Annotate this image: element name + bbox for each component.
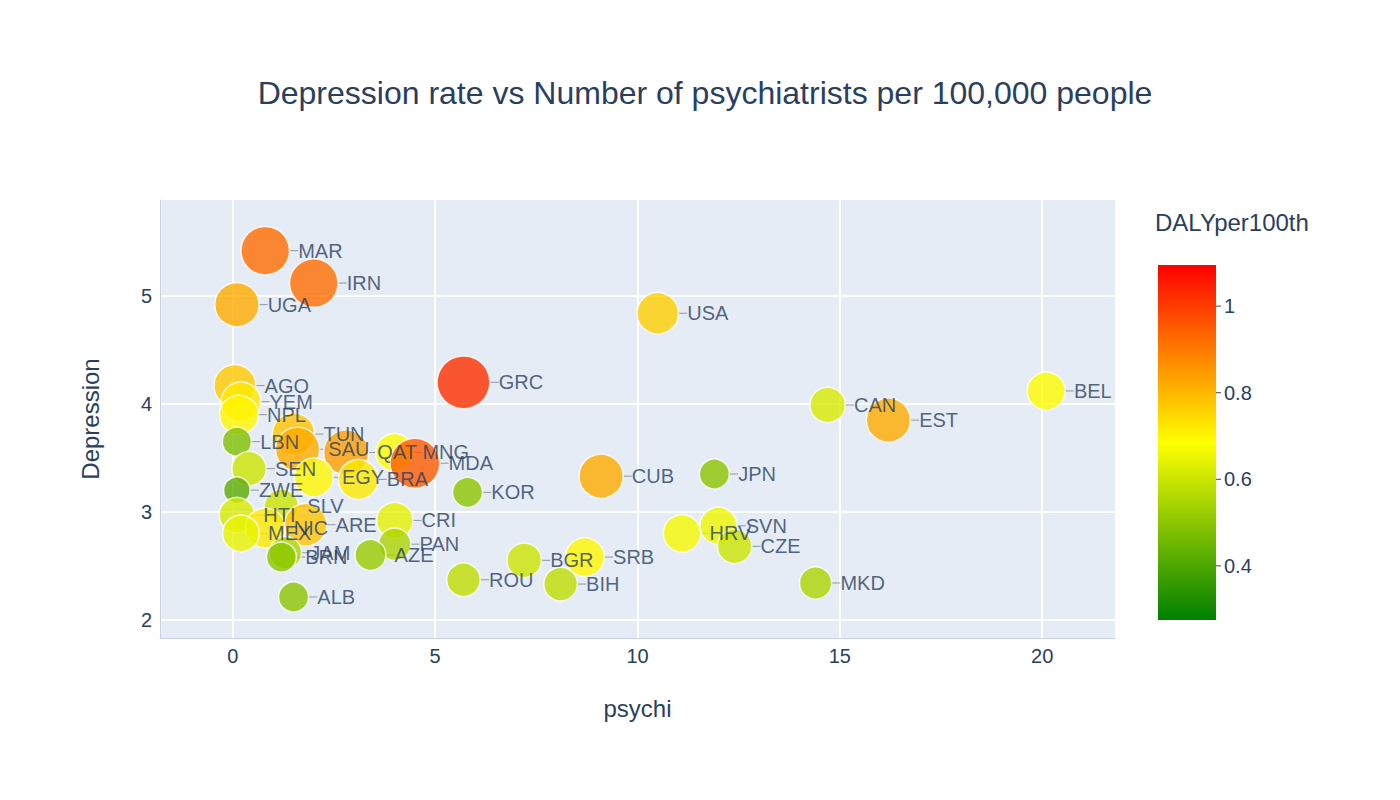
svg-text:JPN: JPN: [738, 463, 776, 485]
svg-text:BEL: BEL: [1074, 380, 1112, 402]
svg-text:KOR: KOR: [491, 481, 534, 503]
svg-text:LBN: LBN: [260, 431, 299, 453]
svg-text:SEN: SEN: [275, 458, 316, 480]
svg-text:DALYper100th: DALYper100th: [1155, 209, 1309, 236]
svg-text:YEM: YEM: [269, 390, 313, 413]
svg-text:CUB: CUB: [632, 465, 674, 487]
svg-text:SVN: SVN: [746, 515, 787, 537]
svg-text:0.6: 0.6: [1224, 468, 1252, 490]
svg-text:AGO: AGO: [264, 374, 309, 397]
svg-text:MDA: MDA: [449, 452, 494, 474]
svg-text:psychi: psychi: [603, 695, 671, 722]
svg-text:ALB: ALB: [317, 586, 355, 608]
svg-text:MKD: MKD: [840, 572, 884, 594]
svg-text:EST: EST: [919, 409, 958, 431]
svg-text:HTI: HTI: [263, 504, 296, 526]
svg-text:BGR: BGR: [550, 549, 593, 571]
svg-text:1: 1: [1224, 295, 1235, 317]
svg-text:0: 0: [227, 645, 238, 667]
svg-text:15: 15: [829, 645, 851, 667]
svg-text:5: 5: [430, 645, 441, 667]
svg-text:ROU: ROU: [489, 569, 533, 591]
svg-text:CRI: CRI: [422, 509, 456, 531]
svg-text:BRA: BRA: [387, 468, 429, 490]
svg-text:MAR: MAR: [298, 240, 342, 262]
svg-text:SRB: SRB: [613, 546, 654, 568]
svg-text:ARE: ARE: [336, 514, 377, 536]
svg-text:5: 5: [141, 285, 152, 307]
svg-text:Depression: Depression: [77, 358, 104, 479]
svg-text:AZE: AZE: [395, 544, 434, 566]
svg-text:USA: USA: [687, 302, 729, 324]
svg-text:0.8: 0.8: [1224, 382, 1252, 404]
svg-text:SAU: SAU: [328, 438, 369, 460]
svg-text:MNG: MNG: [422, 441, 470, 464]
svg-text:GRC: GRC: [499, 371, 543, 393]
svg-text:QAT: QAT: [377, 441, 417, 463]
svg-text:BRN: BRN: [305, 546, 347, 568]
svg-text:2: 2: [141, 609, 152, 631]
svg-text:ZWE: ZWE: [259, 479, 303, 501]
svg-text:CAN: CAN: [854, 394, 896, 416]
svg-text:HRV: HRV: [709, 522, 752, 545]
svg-text:IRN: IRN: [347, 272, 381, 294]
svg-text:SLV: SLV: [307, 495, 344, 518]
svg-text:TUN: TUN: [323, 423, 365, 446]
svg-text:20: 20: [1031, 645, 1053, 667]
svg-text:BIH: BIH: [586, 573, 619, 595]
svg-text:MEX: MEX: [268, 522, 311, 544]
svg-text:EGY: EGY: [342, 466, 384, 488]
svg-text:CZE: CZE: [761, 535, 801, 557]
svg-text:UGA: UGA: [268, 294, 312, 316]
svg-text:10: 10: [626, 645, 648, 667]
svg-text:0.4: 0.4: [1224, 555, 1252, 577]
svg-text:PAN: PAN: [419, 533, 460, 556]
svg-text:Depression rate vs Number of p: Depression rate vs Number of psychiatris…: [258, 75, 1153, 111]
svg-text:4: 4: [141, 393, 152, 415]
svg-text:3: 3: [141, 501, 152, 523]
svg-text:NPL: NPL: [267, 404, 306, 426]
